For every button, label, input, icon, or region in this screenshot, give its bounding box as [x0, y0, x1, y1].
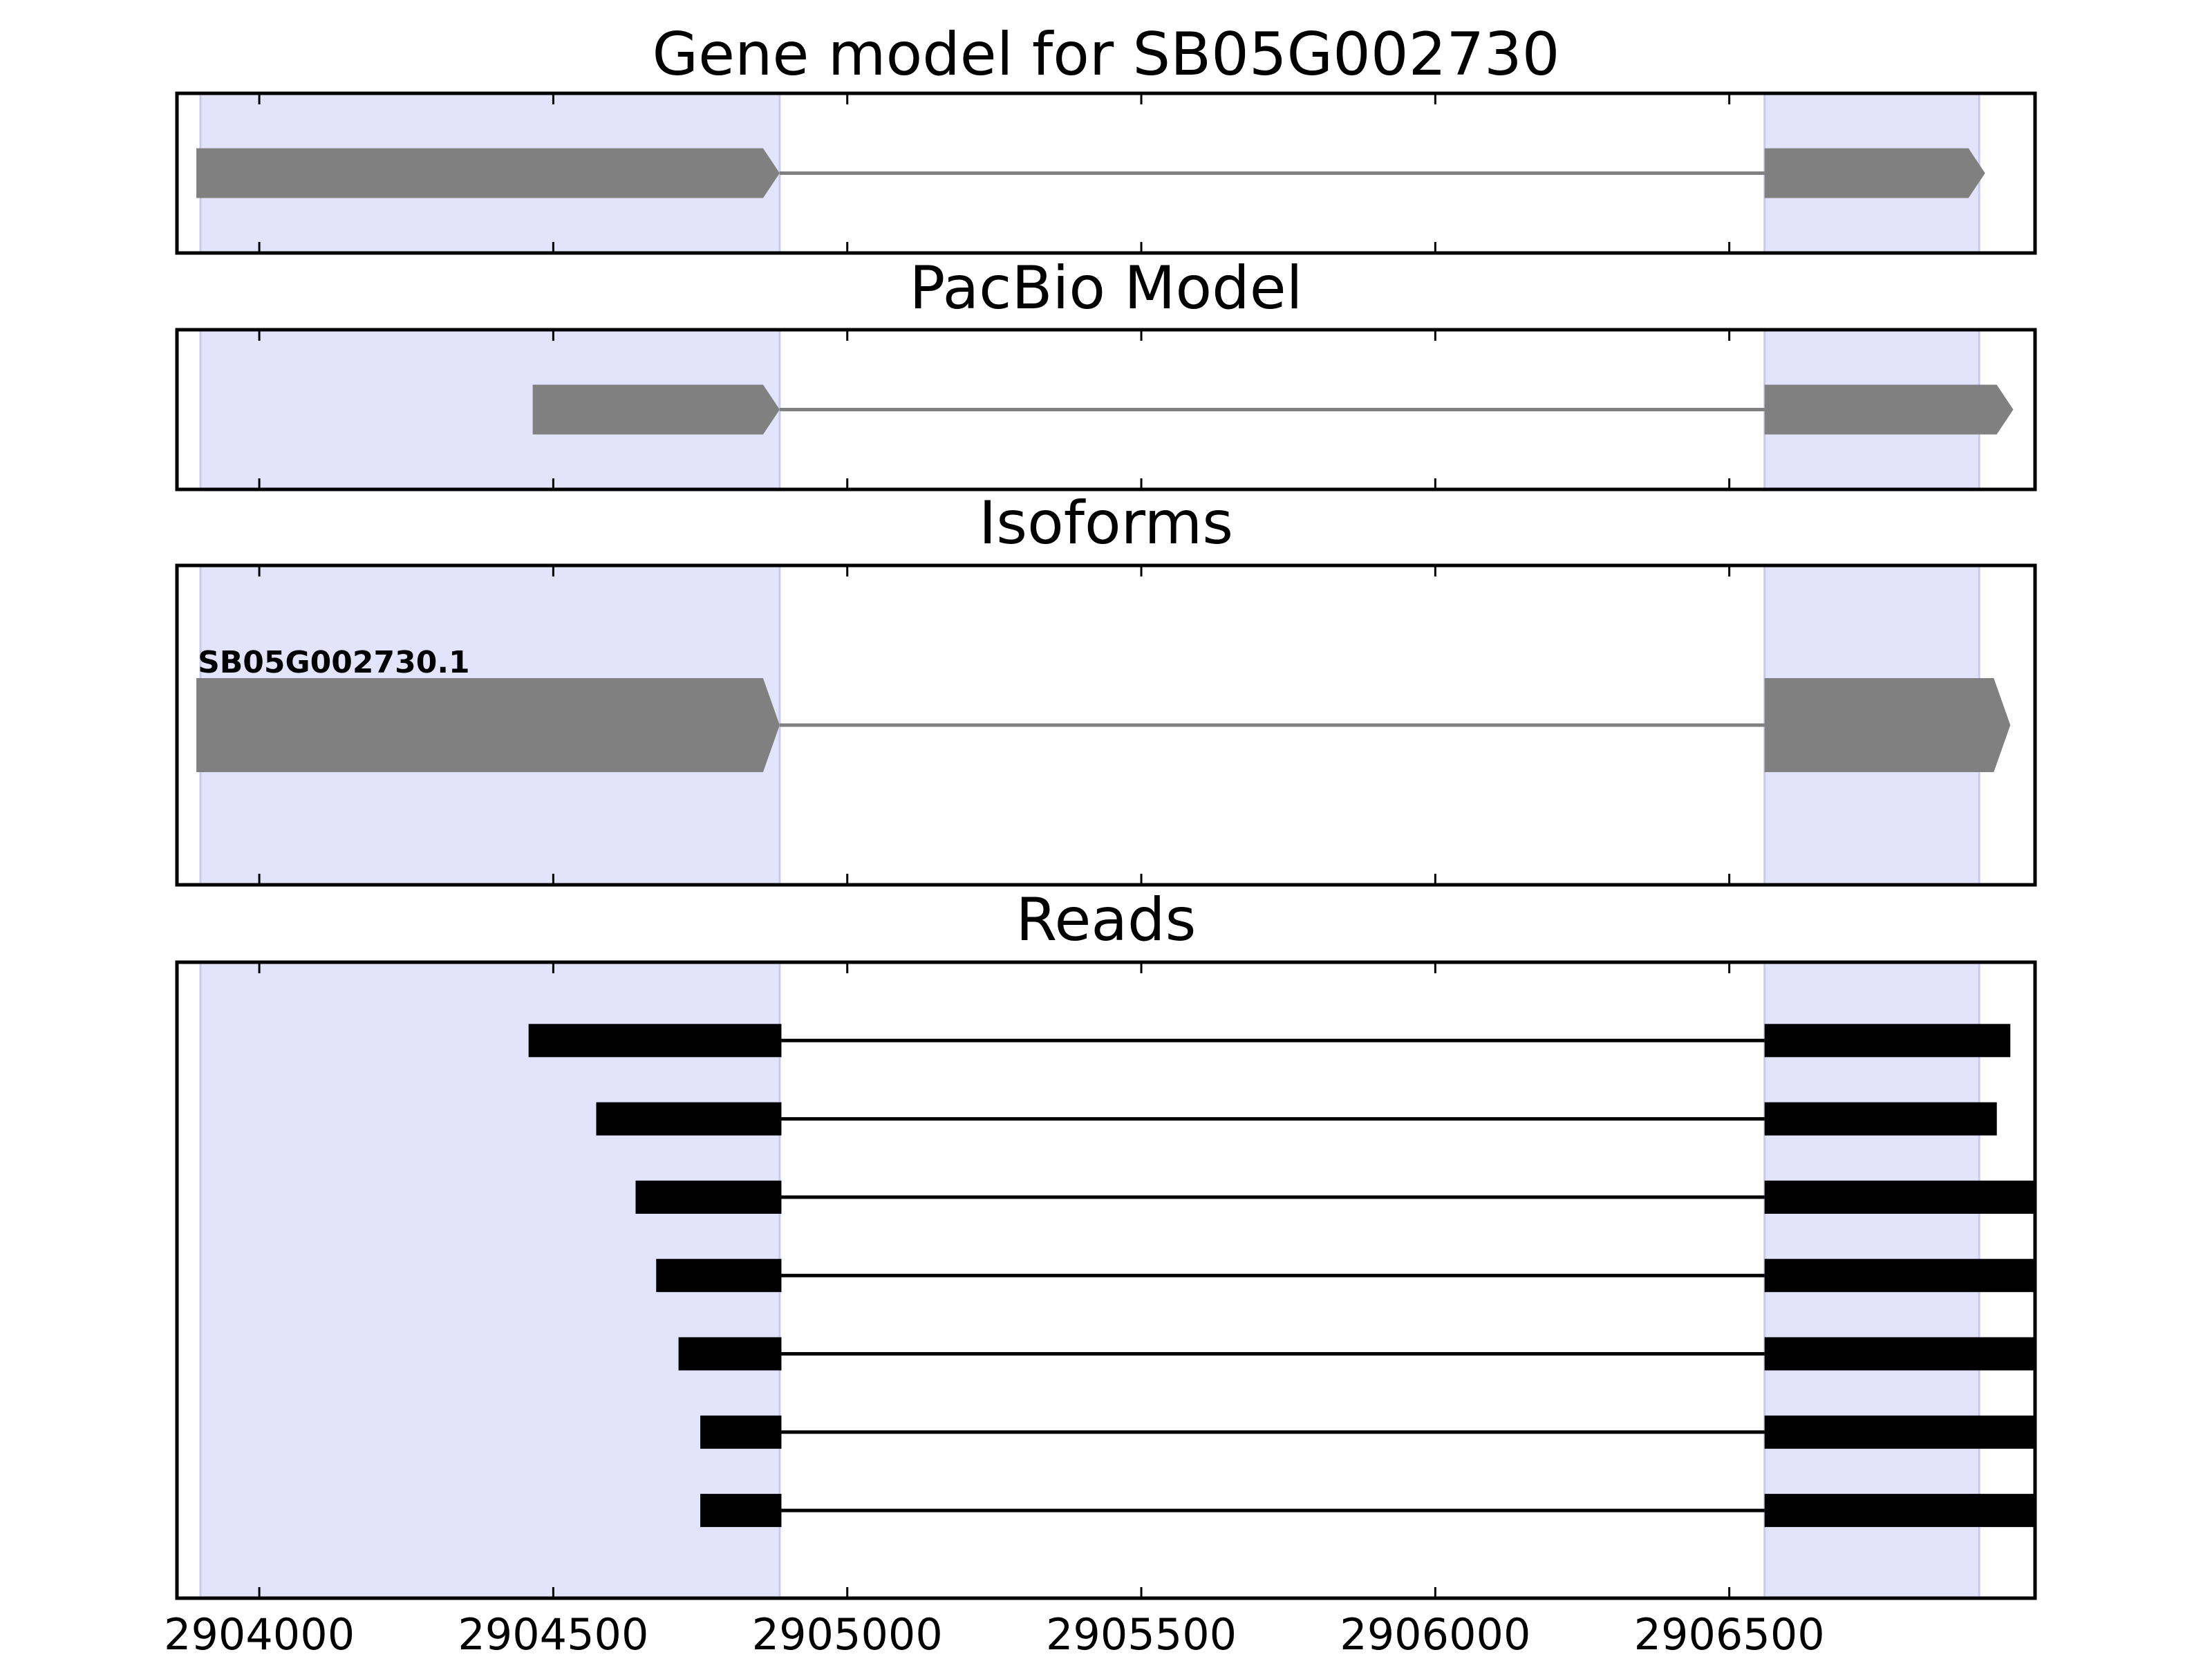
read-exon-block: [1764, 1259, 2035, 1293]
panel-frame: [175, 960, 2037, 1600]
gene-model-title: Gene model for SB05G002730: [653, 20, 1560, 89]
exon-block: [1764, 384, 2014, 435]
read-exon-block: [635, 1180, 782, 1214]
read-exon-block: [1764, 1024, 2011, 1058]
isoforms-title: Isoforms: [979, 489, 1233, 558]
read-exon-block: [596, 1102, 782, 1136]
reads-title: Reads: [1016, 885, 1197, 955]
gene-model-panel: Gene model for SB05G002730: [175, 20, 2037, 255]
panel-content: [196, 565, 2011, 885]
pacbio-model-plot: [175, 328, 2037, 491]
exon-block: [196, 678, 780, 772]
isoform-label: SB05G002730.1: [198, 645, 470, 680]
isoforms-plot: SB05G002730.1: [175, 563, 2037, 887]
read-exon-block: [1764, 1415, 2035, 1449]
exon-block: [532, 384, 780, 435]
exon-block: [1764, 678, 2011, 772]
panel-content: [199, 962, 2035, 1598]
x-tick-label: 2904500: [458, 1609, 648, 1659]
read-exon-block: [700, 1494, 782, 1528]
read-exon-block: [1764, 1494, 2035, 1528]
x-tick-label: 2905500: [1046, 1609, 1237, 1659]
exon-block: [1764, 148, 1985, 198]
read-exon-block: [656, 1259, 782, 1293]
x-tick-label: 2906000: [1340, 1609, 1530, 1659]
isoforms-panel: Isoforms SB05G002730.1: [175, 489, 2037, 887]
panel-content: [199, 330, 2014, 489]
reads-panel: Reads: [175, 885, 2037, 1600]
read-exon-block: [678, 1337, 782, 1371]
panel-frame: [175, 91, 2037, 255]
x-axis: 2904000 2904500 2905000 2905500 2906000 29065…: [164, 1609, 1825, 1659]
pacbio-model-title: PacBio Model: [909, 254, 1302, 323]
read-exon-block: [1764, 1102, 1997, 1136]
read-exon-block: [700, 1415, 782, 1449]
panel-content: [196, 93, 1985, 253]
read-exon-block: [528, 1024, 782, 1058]
gene-model-plot: [175, 91, 2037, 255]
panel-frame: [175, 563, 2037, 887]
reads-plot: [175, 960, 2037, 1600]
x-tick-label: 2906500: [1634, 1609, 1825, 1659]
read-exon-block: [1764, 1180, 2035, 1214]
panel-frame: [175, 328, 2037, 491]
x-tick-label: 2905000: [752, 1609, 943, 1659]
exon-block: [196, 148, 780, 198]
pacbio-model-panel: PacBio Model: [175, 254, 2037, 491]
x-tick-label: 2904000: [164, 1609, 355, 1659]
read-exon-block: [1764, 1337, 2035, 1371]
